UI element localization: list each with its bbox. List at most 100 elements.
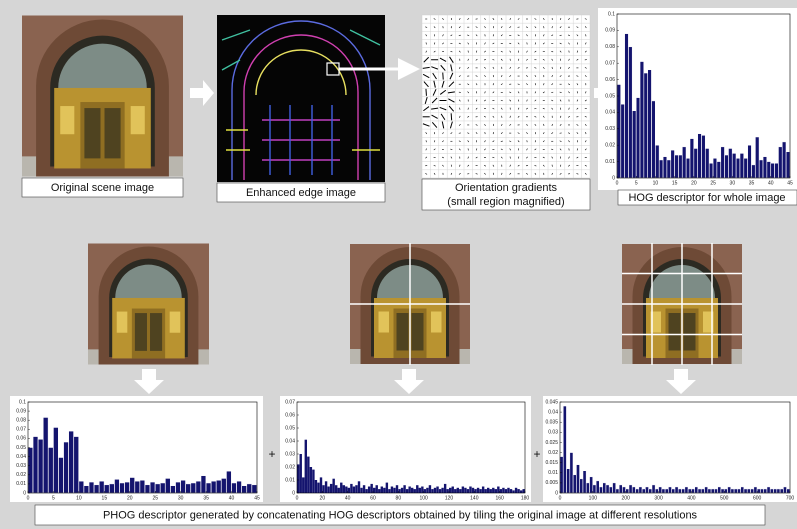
x-tick-label: 0 <box>616 180 619 186</box>
bar <box>441 488 443 493</box>
bar <box>682 489 685 493</box>
bar <box>434 488 436 493</box>
x-tick-label: 25 <box>152 495 158 501</box>
bar <box>408 487 410 494</box>
bar <box>709 163 713 178</box>
bar <box>232 483 237 493</box>
bar <box>338 488 340 493</box>
bar <box>771 163 775 178</box>
bar <box>665 489 668 493</box>
x-tick-label: 500 <box>720 495 729 501</box>
x-tick-label: 10 <box>76 495 82 501</box>
bar <box>622 487 625 493</box>
bar <box>675 155 679 178</box>
x-tick-label: 300 <box>654 495 663 501</box>
bar <box>378 489 380 493</box>
y-tick-label: 0.01 <box>285 477 295 483</box>
bar <box>350 484 352 493</box>
bar <box>649 489 652 493</box>
bar <box>414 489 416 493</box>
bar <box>778 147 782 178</box>
bar <box>782 142 786 178</box>
bar <box>348 488 350 493</box>
bar <box>322 485 324 493</box>
bar <box>365 489 367 493</box>
y-tick-label: 0.08 <box>16 418 26 424</box>
y-tick-label: 0.06 <box>605 77 615 83</box>
bar <box>130 478 135 493</box>
y-tick-label: 0.02 <box>285 464 295 470</box>
bar <box>659 160 663 178</box>
bar <box>343 485 345 493</box>
bar <box>522 489 524 493</box>
caption: HOG descriptor for whole image <box>628 192 785 204</box>
bar <box>464 488 466 493</box>
bar <box>655 145 659 178</box>
bar <box>682 147 686 178</box>
y-tick-label: 0.1 <box>608 11 615 17</box>
x-tick-label: 160 <box>495 495 504 501</box>
bar <box>713 158 717 178</box>
bar <box>376 485 378 493</box>
bar <box>694 148 698 178</box>
bar <box>472 488 474 493</box>
bar <box>315 480 317 493</box>
bar <box>454 489 456 493</box>
bar <box>586 483 589 493</box>
y-tick-label: 0.025 <box>545 440 558 446</box>
caption: Enhanced edge image <box>246 187 356 199</box>
bar <box>626 489 629 493</box>
bar <box>606 485 609 493</box>
x-tick-label: 15 <box>672 180 678 186</box>
bar <box>751 489 754 493</box>
y-tick-label: 0.04 <box>285 438 295 444</box>
bar <box>340 483 342 493</box>
x-tick-label: 45 <box>787 180 793 186</box>
bar <box>363 485 365 493</box>
bar <box>33 437 38 493</box>
bar <box>580 479 583 493</box>
bar <box>698 489 701 493</box>
bar <box>391 487 393 494</box>
bar <box>165 478 170 493</box>
bar <box>155 484 160 493</box>
y-tick-label: 0.03 <box>605 126 615 132</box>
y-tick-label: 0.07 <box>605 61 615 67</box>
bar <box>79 481 84 493</box>
y-tick-label: 0.09 <box>605 28 615 34</box>
bar <box>512 490 514 493</box>
bar <box>520 490 522 493</box>
bar <box>327 487 329 494</box>
bar <box>492 488 494 493</box>
bar <box>109 484 114 493</box>
bar <box>505 489 507 493</box>
bar <box>748 145 752 178</box>
bar <box>686 158 690 178</box>
bar <box>705 487 708 493</box>
bar <box>688 489 691 493</box>
bar <box>487 488 489 493</box>
bar <box>426 488 428 493</box>
bar <box>206 483 211 493</box>
bar <box>401 488 403 493</box>
bar <box>659 487 662 493</box>
bar <box>449 488 451 493</box>
caption: PHOG descriptor generated by concatenati… <box>103 509 698 521</box>
bar <box>383 488 385 493</box>
bar <box>632 487 635 493</box>
bar <box>345 487 347 494</box>
bar <box>467 489 469 493</box>
x-tick-label: 40 <box>229 495 235 501</box>
y-tick-label: 0.09 <box>16 408 26 414</box>
caption: Original scene image <box>51 182 154 194</box>
bar <box>221 478 226 493</box>
bar <box>642 489 645 493</box>
bar <box>619 485 622 493</box>
bar <box>436 487 438 494</box>
bar <box>312 470 314 493</box>
bar <box>386 483 388 493</box>
x-tick-label: 0 <box>559 495 562 501</box>
bar <box>191 483 196 493</box>
bar <box>176 482 181 493</box>
bar <box>757 489 760 493</box>
